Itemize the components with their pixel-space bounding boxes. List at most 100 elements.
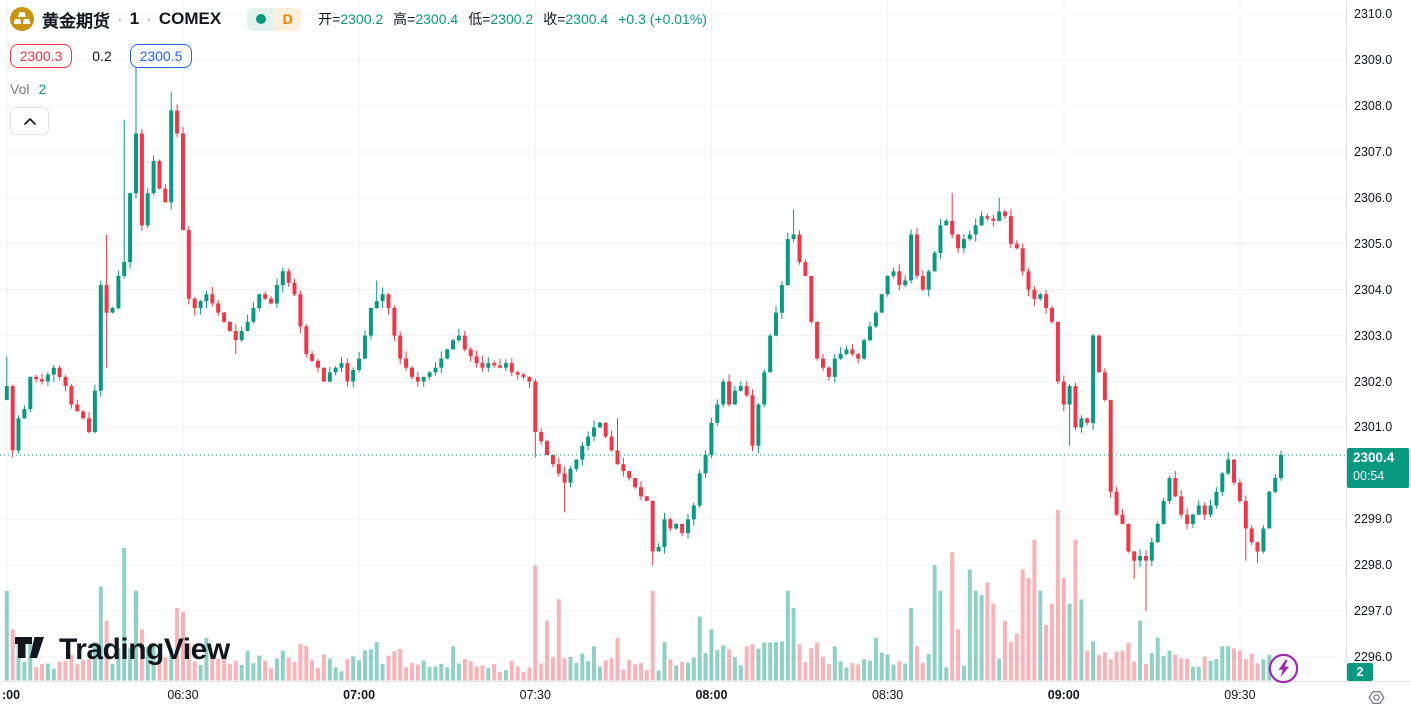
volume-bar: [826, 663, 831, 681]
candle-body: [556, 464, 561, 474]
candle-body: [1026, 271, 1031, 290]
volume-bar: [22, 661, 27, 681]
candle-body: [521, 374, 526, 377]
candle-body: [879, 294, 884, 313]
candle-body: [1232, 459, 1236, 483]
volume-bar: [1102, 652, 1107, 681]
volume-bar: [503, 670, 508, 681]
candle-body: [1061, 381, 1066, 405]
volume-bar: [292, 661, 297, 681]
candle-body: [1173, 478, 1178, 497]
volume-bar: [732, 657, 737, 681]
volume-bar: [967, 569, 972, 681]
volume-bar: [879, 652, 884, 681]
collapse-legend-button[interactable]: [10, 107, 49, 135]
candle-body: [1003, 211, 1007, 217]
candle-body: [474, 356, 479, 364]
candle-body: [163, 188, 168, 203]
candle-body: [897, 271, 902, 286]
candle-wick: [499, 358, 501, 369]
volume-bar: [198, 665, 203, 681]
market-open-dot-icon: [247, 7, 275, 31]
volume-bar: [644, 670, 649, 681]
time-axis-tick: :00: [2, 688, 21, 702]
candle-body: [122, 262, 127, 276]
volume-bar: [926, 653, 931, 681]
ohlc-readout: 开=2300.2 高=2300.4 低=2300.2 收=2300.4 +0.3…: [318, 9, 707, 29]
candle-body: [1196, 505, 1201, 515]
candle-body: [1179, 496, 1184, 515]
candle-body: [40, 379, 44, 382]
candle-body: [885, 275, 890, 295]
volume-axis-badge: 2: [1347, 663, 1373, 681]
candle-body: [592, 427, 596, 437]
volume-bar: [779, 641, 784, 681]
volume-bar: [1179, 658, 1184, 681]
candle-body: [451, 340, 456, 350]
volume-bar: [985, 582, 990, 681]
volume-bar: [351, 656, 356, 681]
volume-bar: [627, 659, 632, 681]
candle-body: [186, 229, 191, 299]
candle-body: [597, 422, 602, 428]
candle-body: [1155, 523, 1160, 543]
timezone-settings-icon[interactable]: [1367, 688, 1386, 707]
candle-body: [580, 445, 585, 460]
candle-body: [251, 308, 256, 322]
volume-bar: [527, 667, 532, 681]
volume-bar: [574, 663, 579, 681]
exchange-name[interactable]: COMEX: [158, 9, 222, 28]
volume-bar: [897, 661, 902, 681]
candle-body: [22, 409, 27, 419]
interval-value[interactable]: 1: [129, 9, 140, 28]
lightning-trade-icon[interactable]: [1268, 653, 1299, 684]
volume-bar: [75, 664, 80, 681]
candle-body: [732, 390, 737, 405]
candle-body: [1114, 491, 1119, 515]
volume-bar: [216, 658, 221, 681]
candle-body: [967, 234, 972, 240]
volume-bar: [868, 660, 872, 681]
volume-bar: [4, 590, 9, 681]
volume-bar: [222, 659, 227, 681]
symbol-name[interactable]: 黄金期货: [42, 11, 110, 31]
volume-bar: [1097, 654, 1101, 681]
volume-bar: [1232, 648, 1236, 681]
candle-body: [1149, 542, 1154, 561]
price-axis[interactable]: 2310.0 2309.0 2308.0 2307.0 2306.0 2305.0 2304…: [1346, 0, 1411, 681]
volume-bar: [938, 590, 943, 681]
candle-body: [1161, 500, 1166, 524]
volume-bar: [163, 657, 168, 681]
candle-wick: [517, 370, 519, 380]
candle-body: [691, 505, 696, 520]
daily-badge-letter[interactable]: D: [274, 7, 302, 31]
time-axis[interactable]: :00 06:30 07:00 07:30 08:00 08:30 09:00 09:30: [0, 681, 1411, 710]
buy-ask-button[interactable]: 2300.5: [130, 44, 192, 68]
volume-bar: [169, 648, 174, 681]
volume-bar: [1061, 578, 1066, 681]
interval-badge[interactable]: D: [247, 7, 302, 31]
watermark-text: TradingView: [59, 633, 230, 666]
candle-body: [920, 275, 925, 290]
candle-body: [198, 301, 203, 308]
candle-body: [938, 225, 943, 253]
volume-bar: [104, 620, 109, 681]
sell-bid-button[interactable]: 2300.3: [10, 44, 72, 68]
candle-body: [169, 110, 174, 203]
candle-wick: [840, 347, 842, 360]
volume-bar: [539, 663, 544, 681]
candle-body: [656, 546, 661, 552]
volume-bar: [885, 654, 890, 681]
volume-bar: [1120, 650, 1125, 681]
volume-bar: [656, 670, 661, 681]
volume-bar: [545, 620, 549, 681]
volume-bar: [1038, 590, 1043, 681]
symbol-title[interactable]: 黄金期货 · 1 · COMEX: [42, 7, 221, 32]
candle-body: [480, 363, 485, 368]
volume-bar: [862, 659, 867, 681]
candle-body: [1055, 321, 1060, 382]
volume-bar: [139, 629, 144, 681]
candle-body: [545, 441, 549, 455]
